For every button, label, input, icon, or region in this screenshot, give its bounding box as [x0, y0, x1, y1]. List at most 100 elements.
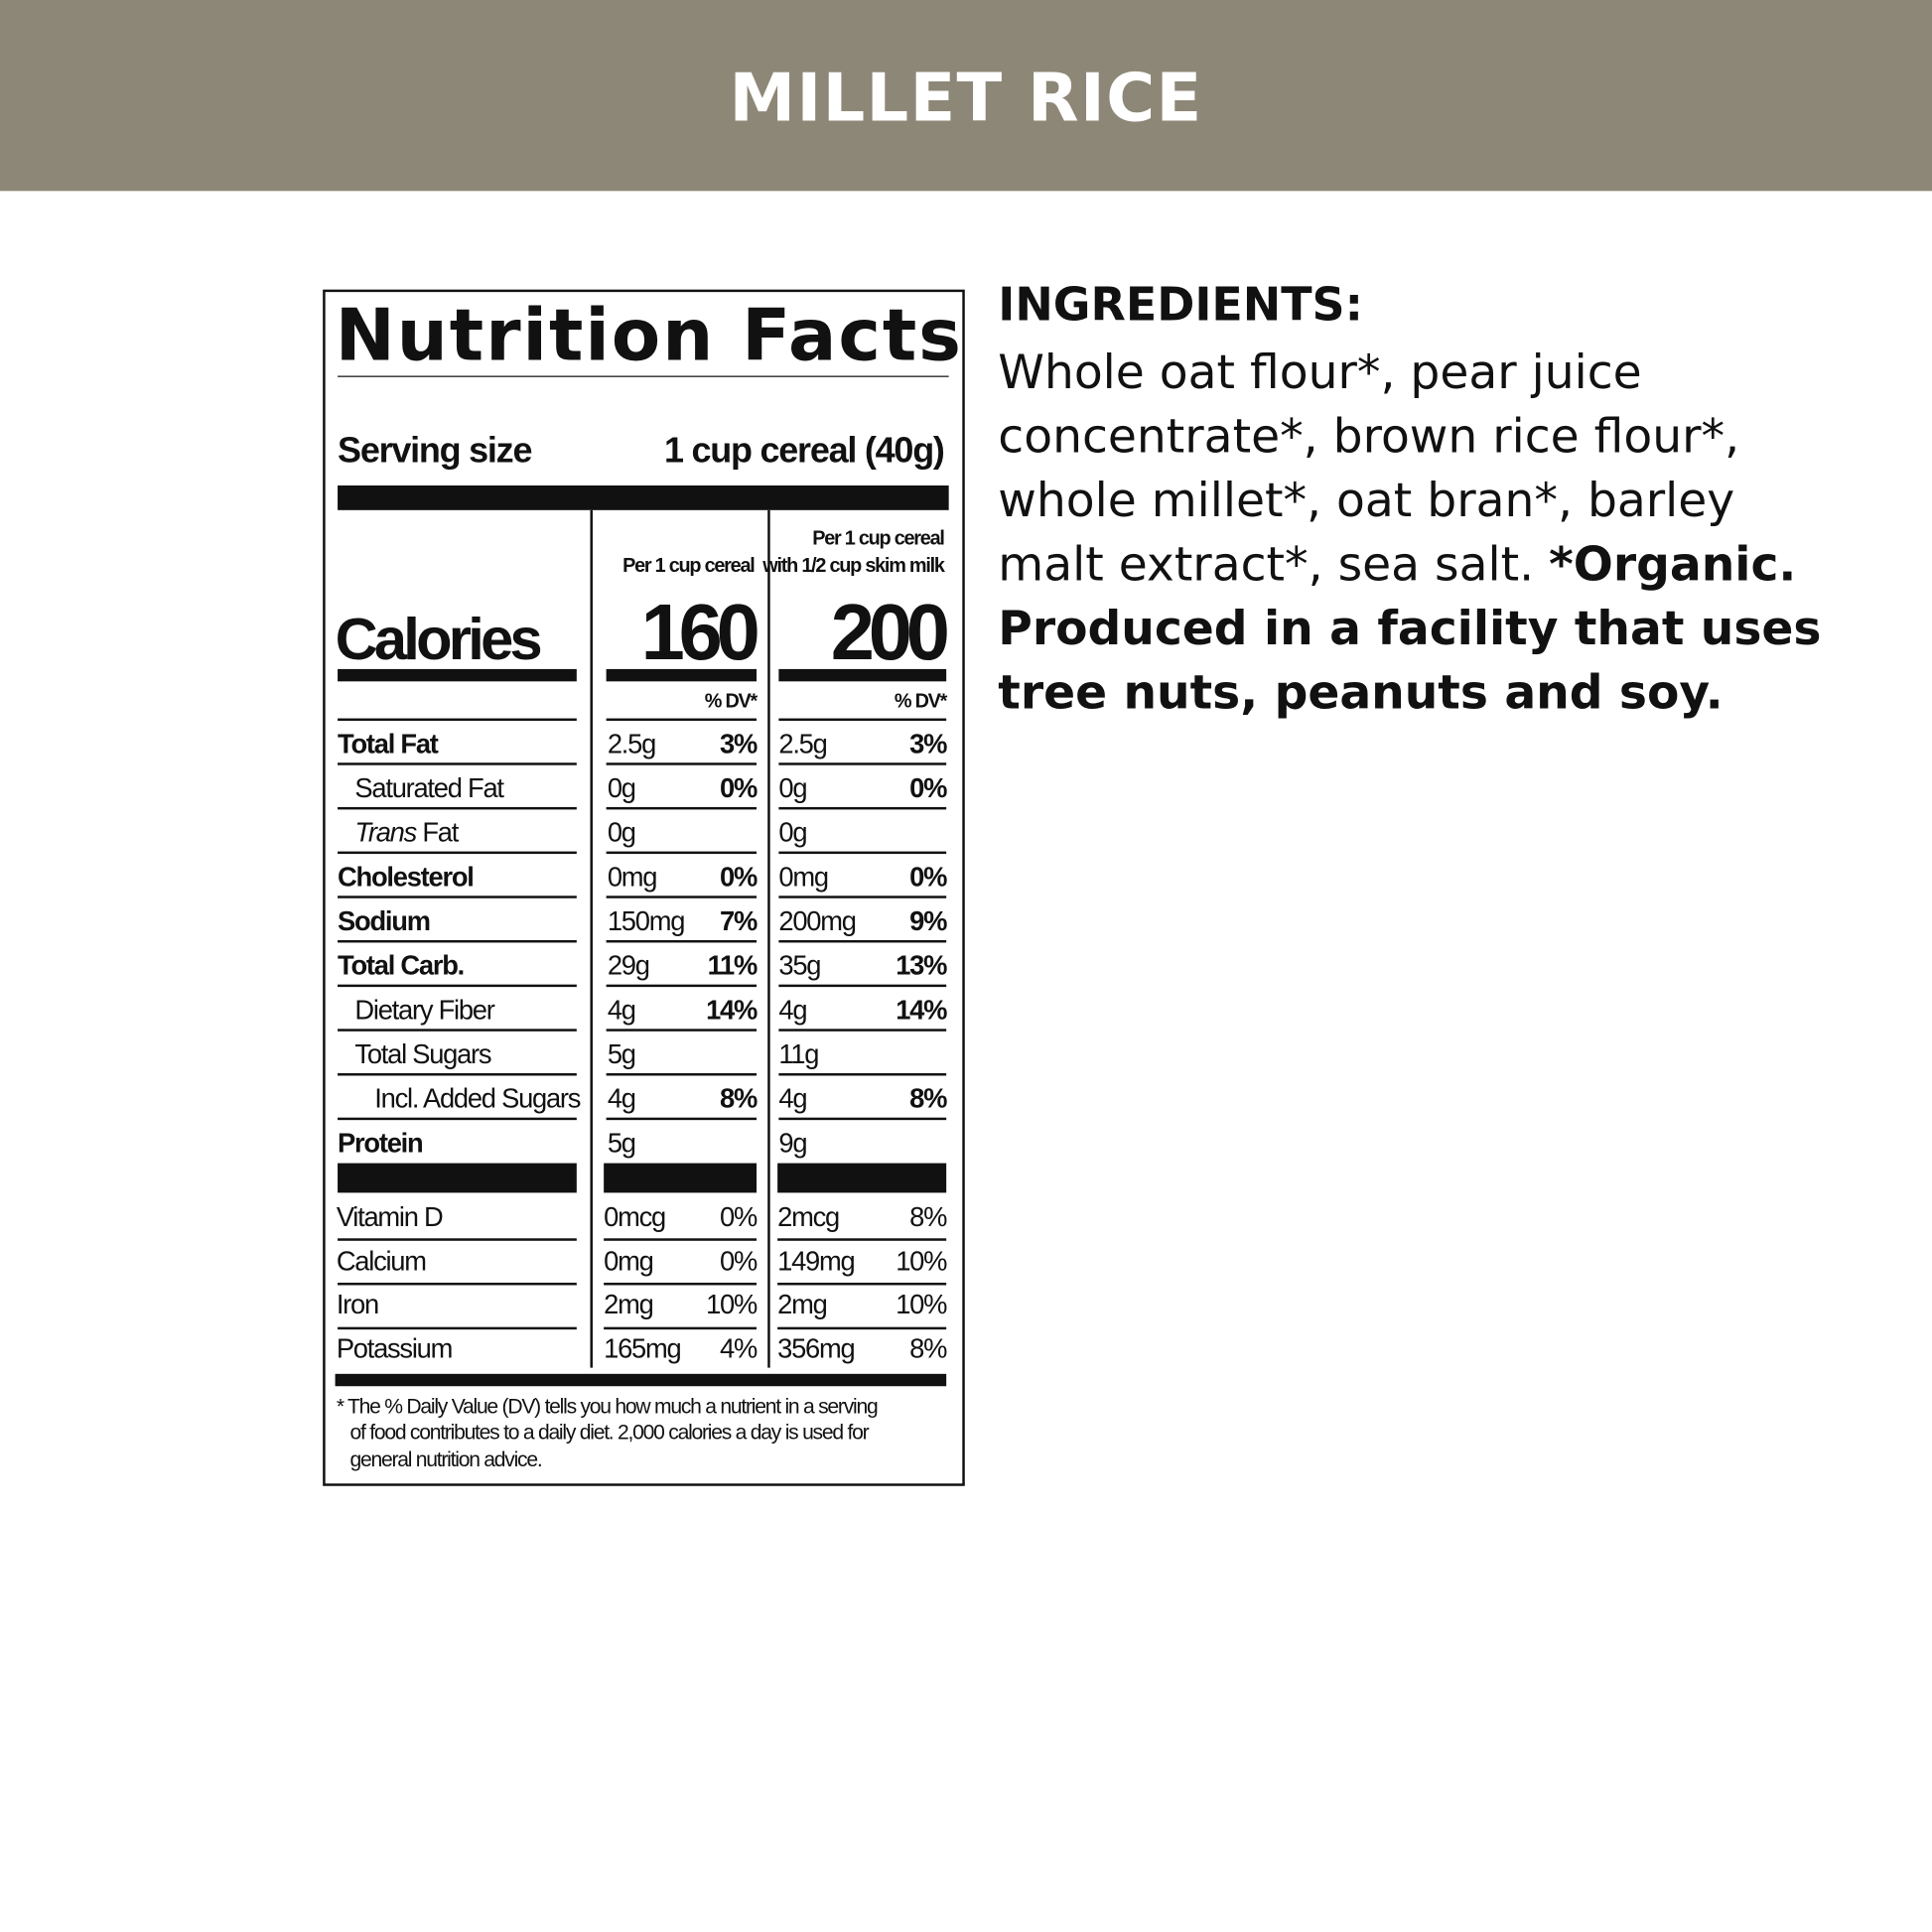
amount-col2: 4g: [778, 994, 807, 1026]
amount-col2: 2mg: [777, 1289, 828, 1320]
row-divider: [606, 1029, 758, 1032]
row-divider: [338, 1282, 577, 1285]
amount-col1: 0mcg: [604, 1201, 666, 1233]
row-divider: [606, 718, 758, 722]
nutrient-name: Saturated Fat: [354, 772, 504, 804]
dv-col2: 8%: [909, 1082, 947, 1114]
vitamin-name: Vitamin D: [336, 1201, 444, 1233]
amount-col2: 2mcg: [777, 1201, 840, 1233]
allergen-line: Produced in a facility that uses: [998, 601, 1822, 656]
row-divider: [778, 718, 947, 722]
amount-col1: 0g: [607, 816, 636, 848]
row-divider: [606, 896, 758, 898]
thick-divider: [604, 1163, 758, 1193]
row-divider: [777, 1326, 947, 1329]
dv-col1: 10%: [706, 1289, 758, 1320]
dv-header-col1: % DV*: [704, 691, 759, 713]
vitamin-name: Calcium: [336, 1245, 427, 1277]
footnote-line: general nutrition advice.: [349, 1448, 542, 1471]
row-divider: [338, 1029, 577, 1032]
ingredients-heading: INGREDIENTS:: [998, 278, 1364, 332]
vitamin-name: Iron: [336, 1289, 379, 1320]
amount-col1: 0mg: [604, 1245, 654, 1277]
col1-header: Per 1 cup cereal: [622, 555, 756, 577]
nutrient-name: Total Sugars: [354, 1038, 491, 1070]
row-divider: [778, 806, 947, 810]
thick-divider: [778, 668, 947, 682]
amount-col2: 149mg: [777, 1245, 856, 1277]
footnote-line: * The % Daily Value (DV) tells you how m…: [336, 1394, 879, 1419]
amount-col2: 200mg: [778, 905, 857, 937]
row-divider: [338, 1326, 577, 1329]
calories-col1: 160: [640, 588, 760, 677]
dv-header-col2: % DV*: [894, 691, 948, 713]
amount-col1: 2.5g: [607, 728, 656, 759]
dv-col2: 8%: [909, 1201, 947, 1233]
row-divider: [606, 939, 758, 943]
amount-col1: 5g: [607, 1127, 636, 1159]
nutrient-name: Protein: [338, 1127, 424, 1159]
dv-col2: 10%: [896, 1289, 947, 1320]
ingredients-line: Whole oat flour*, pear juice: [998, 345, 1642, 400]
dv-col1: 0%: [720, 772, 758, 804]
nutrition-facts-label: [323, 289, 965, 1486]
footnote-line: of food contributes to a daily diet. 2,0…: [349, 1420, 869, 1445]
amount-col1: 4g: [607, 994, 636, 1026]
row-divider: [778, 1072, 947, 1076]
thick-divider: [338, 484, 949, 510]
amount-col1: 0g: [607, 772, 636, 804]
dv-col1: 0%: [720, 1201, 758, 1233]
nutrient-name: Dietary Fiber: [354, 994, 494, 1026]
divider: [338, 375, 949, 377]
dv-col2: 8%: [909, 1332, 947, 1364]
dv-col1: 7%: [720, 905, 758, 937]
column-divider: [590, 509, 593, 1368]
column-divider: [767, 509, 770, 1368]
thick-divider: [606, 668, 758, 682]
dv-col2: 3%: [909, 728, 947, 759]
row-divider: [777, 1282, 947, 1285]
calories-label: Calories: [335, 607, 543, 673]
organic-note: *Organic.: [1549, 537, 1797, 592]
dv-col2: 13%: [896, 949, 947, 981]
nutrient-name: Sodium: [338, 905, 431, 937]
thick-divider: [338, 1163, 577, 1193]
row-divider: [338, 1072, 577, 1076]
amount-col1: 5g: [607, 1038, 636, 1070]
row-divider: [778, 984, 947, 988]
amount-col1: 0mg: [607, 861, 658, 893]
row-divider: [606, 851, 758, 855]
row-divider: [338, 806, 577, 810]
amount-col2: 11g: [778, 1038, 819, 1070]
product-title: MILLET RICE: [729, 59, 1203, 137]
dv-col2: 9%: [909, 905, 947, 937]
row-divider: [338, 762, 577, 765]
nutrient-name: Total Carb.: [338, 949, 465, 981]
row-divider: [338, 984, 577, 988]
dv-col1: 3%: [720, 728, 758, 759]
ingredients-line: malt extract*, sea salt. *Organic.: [998, 537, 1796, 592]
col2-header-line2: with 1/2 cup skim milk: [762, 555, 945, 577]
dv-col1: 11%: [707, 949, 759, 981]
row-divider: [606, 762, 758, 765]
thick-divider: [777, 1163, 947, 1193]
amount-col2: 0g: [778, 816, 807, 848]
amount-col2: 35g: [778, 949, 821, 981]
dv-col1: 14%: [706, 994, 758, 1026]
col2-header-line1: Per 1 cup cereal: [812, 528, 945, 550]
row-divider: [338, 851, 577, 855]
amount-col1: 165mg: [604, 1332, 682, 1364]
dv-col1: 4%: [720, 1332, 758, 1364]
nutrient-name: Total Fat: [338, 728, 439, 759]
header-band: MILLET RICE: [0, 0, 1932, 192]
row-divider: [606, 984, 758, 988]
allergen-line: tree nuts, peanuts and soy.: [998, 665, 1724, 720]
row-divider: [338, 1117, 577, 1121]
row-divider: [778, 1029, 947, 1032]
ingredients-line: concentrate*, brown rice flour*,: [998, 409, 1740, 464]
amount-col1: 29g: [607, 949, 650, 981]
nutrient-name: Trans Fat: [354, 816, 459, 848]
dv-col2: 0%: [909, 772, 947, 804]
label-title: Nutrition Facts: [335, 293, 963, 377]
thick-divider: [335, 1373, 947, 1387]
